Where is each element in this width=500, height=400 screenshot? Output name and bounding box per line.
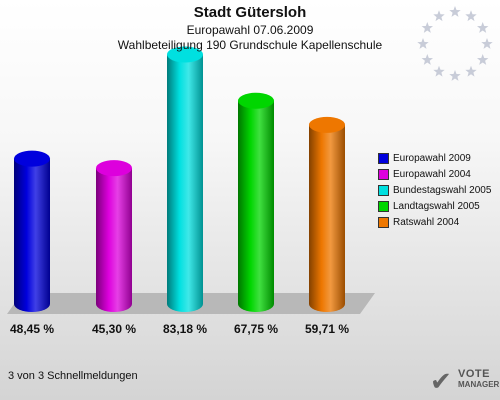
legend-label: Europawahl 2004 [393, 168, 471, 180]
logo-text-vote: VOTE [458, 368, 490, 380]
eu-stars-icon [417, 6, 493, 81]
bar-top-2 [167, 46, 203, 63]
bar-4 [309, 124, 345, 313]
value-label-1: 45,30 % [92, 322, 136, 336]
bar-2 [167, 54, 203, 313]
chart-title: Stadt Gütersloh [193, 4, 307, 21]
value-label-3: 67,75 % [234, 322, 278, 336]
star-icon [417, 38, 429, 49]
star-icon [433, 65, 445, 77]
star-icon [449, 70, 461, 81]
bar-top-0 [14, 150, 50, 167]
legend-item: Europawahl 2009 [378, 150, 491, 166]
star-icon [477, 22, 489, 33]
chart-subtitle-2: Wahlbeteiligung 190 Grundschule Kapellen… [117, 38, 383, 52]
legend-label: Ratswahl 2004 [393, 216, 460, 228]
legend-label: Bundestagswahl 2005 [393, 184, 492, 196]
vote-manager-logo: ✔ VOTE MANAGER [428, 362, 500, 400]
legend-item: Ratswahl 2004 [378, 214, 491, 230]
logo-text-manager: MANAGER [458, 380, 500, 389]
chart-subtitle: Europawahl 07.06.2009 [186, 23, 314, 37]
star-icon [465, 10, 477, 22]
legend-label: Landtagswahl 2005 [393, 200, 480, 212]
value-label-2: 83,18 % [163, 322, 207, 336]
star-icon [449, 6, 461, 17]
bar-0 [14, 158, 50, 312]
star-icon [421, 22, 433, 33]
legend-swatch [378, 216, 389, 228]
star-icon [481, 38, 493, 49]
footnote: 3 von 3 Schnellmeldungen [8, 370, 138, 382]
star-icon [421, 54, 433, 65]
star-icon [465, 65, 477, 77]
legend-item: Bundestagswahl 2005 [378, 182, 491, 198]
legend-swatch [378, 184, 389, 196]
legend-swatch [378, 200, 389, 212]
star-icon [477, 54, 489, 65]
checkmark-icon: ✔ [430, 366, 452, 396]
star-icon [433, 10, 445, 22]
bar-top-1 [96, 160, 132, 177]
legend-item: Europawahl 2004 [378, 166, 491, 182]
bar-top-3 [238, 92, 274, 109]
legend-item: Landtagswahl 2005 [378, 198, 491, 214]
legend-swatch [378, 168, 389, 180]
legend-label: Europawahl 2009 [393, 152, 471, 164]
bar-top-4 [309, 116, 345, 133]
legend: Europawahl 2009 Europawahl 2004 Bundestags… [378, 150, 491, 230]
bar-3 [238, 100, 274, 312]
value-label-4: 59,71 % [305, 322, 349, 336]
value-label-0: 48,45 % [10, 322, 54, 336]
legend-swatch [378, 152, 389, 164]
bar-1 [96, 168, 132, 312]
